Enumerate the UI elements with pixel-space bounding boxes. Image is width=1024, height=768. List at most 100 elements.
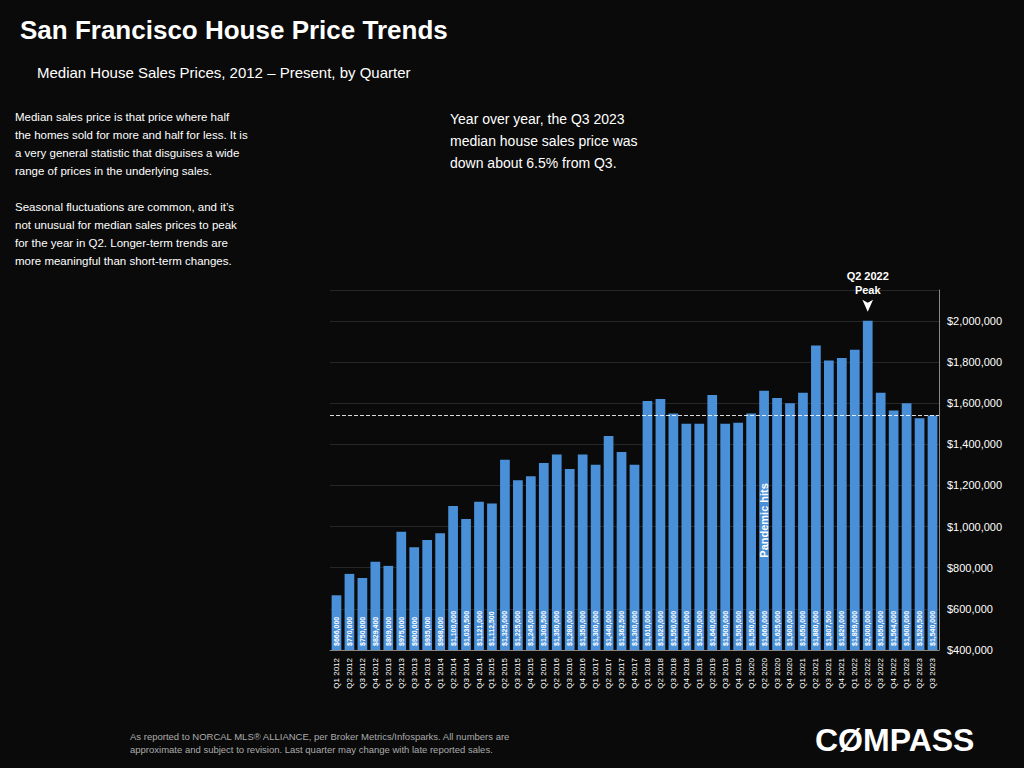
svg-text:$1,112,500: $1,112,500 bbox=[488, 611, 496, 646]
svg-text:$1,600,000: $1,600,000 bbox=[903, 611, 911, 646]
svg-text:$1,640,000: $1,640,000 bbox=[709, 611, 717, 646]
svg-text:Peak: Peak bbox=[855, 284, 882, 296]
svg-text:$935,000: $935,000 bbox=[424, 617, 432, 646]
svg-text:Q3 2016: Q3 2016 bbox=[565, 657, 574, 688]
svg-text:Q1 2015: Q1 2015 bbox=[487, 657, 496, 688]
svg-text:Q3 2019: Q3 2019 bbox=[721, 657, 730, 688]
svg-text:$1,300,000: $1,300,000 bbox=[631, 611, 639, 646]
svg-text:$1,350,000: $1,350,000 bbox=[579, 611, 587, 646]
svg-text:$1,859,000: $1,859,000 bbox=[851, 611, 859, 646]
svg-text:more meaningful than short-ter: more meaningful than short-term changes. bbox=[15, 255, 232, 267]
svg-text:$666,000: $666,000 bbox=[333, 617, 341, 646]
svg-text:Q3 2020: Q3 2020 bbox=[773, 657, 782, 688]
svg-text:$1,440,000: $1,440,000 bbox=[605, 611, 613, 646]
svg-text:Q1 2013: Q1 2013 bbox=[384, 657, 393, 688]
svg-text:range of prices in the underly: range of prices in the underlying sales. bbox=[15, 165, 212, 177]
svg-text:Q1 2020: Q1 2020 bbox=[747, 657, 756, 688]
svg-text:$600,000: $600,000 bbox=[947, 603, 993, 615]
svg-text:$1,600,000: $1,600,000 bbox=[786, 611, 794, 646]
svg-text:$1,225,000: $1,225,000 bbox=[514, 611, 522, 646]
svg-text:Q2 2023: Q2 2023 bbox=[915, 657, 924, 688]
svg-text:$2,000,000: $2,000,000 bbox=[864, 611, 872, 646]
svg-text:$1,600,000: $1,600,000 bbox=[947, 397, 1002, 409]
svg-text:Q4 2017: Q4 2017 bbox=[630, 657, 639, 688]
svg-text:down about 6.5% from Q3.: down about 6.5% from Q3. bbox=[450, 155, 617, 171]
svg-text:$1,121,000: $1,121,000 bbox=[476, 611, 484, 646]
svg-text:Q3 2017: Q3 2017 bbox=[617, 657, 626, 688]
svg-text:$1,362,500: $1,362,500 bbox=[618, 611, 626, 646]
svg-text:Q3 2012: Q3 2012 bbox=[358, 657, 367, 688]
svg-text:Q1 2023: Q1 2023 bbox=[902, 657, 911, 688]
svg-text:Q3 2021: Q3 2021 bbox=[824, 657, 833, 688]
svg-text:$1,000,000: $1,000,000 bbox=[947, 521, 1002, 533]
svg-text:$1,650,000: $1,650,000 bbox=[877, 611, 885, 646]
svg-text:$1,350,000: $1,350,000 bbox=[553, 611, 561, 646]
svg-text:Q4 2020: Q4 2020 bbox=[785, 657, 794, 688]
svg-text:Q4 2016: Q4 2016 bbox=[578, 657, 587, 688]
svg-text:Q4 2014: Q4 2014 bbox=[475, 657, 484, 688]
svg-text:the homes sold for more and ha: the homes sold for more and half for les… bbox=[15, 129, 248, 141]
svg-text:$1,650,000: $1,650,000 bbox=[799, 611, 807, 646]
svg-text:$1,540,000: $1,540,000 bbox=[929, 611, 937, 646]
svg-text:Q4 2018: Q4 2018 bbox=[682, 657, 691, 688]
svg-text:As reported to NORCAL MLS® ALL: As reported to NORCAL MLS® ALLIANCE, per… bbox=[130, 731, 509, 742]
svg-text:Q3 2015: Q3 2015 bbox=[513, 657, 522, 688]
svg-text:Q3 2014: Q3 2014 bbox=[462, 657, 471, 688]
svg-text:Q1 2019: Q1 2019 bbox=[695, 657, 704, 688]
svg-text:$1,526,500: $1,526,500 bbox=[916, 611, 924, 646]
svg-text:$1,500,000: $1,500,000 bbox=[696, 611, 704, 646]
svg-text:Q1 2018: Q1 2018 bbox=[643, 657, 652, 688]
svg-text:$1,820,000: $1,820,000 bbox=[838, 611, 846, 646]
svg-text:$1,800,000: $1,800,000 bbox=[947, 356, 1002, 368]
svg-text:$829,400: $829,400 bbox=[372, 617, 380, 646]
svg-text:$1,036,500: $1,036,500 bbox=[463, 611, 471, 646]
svg-text:$1,500,000: $1,500,000 bbox=[683, 611, 691, 646]
svg-text:Q3 2013: Q3 2013 bbox=[410, 657, 419, 688]
svg-text:$1,660,000: $1,660,000 bbox=[761, 611, 769, 646]
svg-text:Q2 2021: Q2 2021 bbox=[811, 657, 820, 688]
svg-text:$1,807,500: $1,807,500 bbox=[825, 611, 833, 646]
svg-text:$1,280,000: $1,280,000 bbox=[566, 611, 574, 646]
svg-text:Q4 2019: Q4 2019 bbox=[734, 657, 743, 688]
svg-text:for the year in Q2. Longer-ter: for the year in Q2. Longer-term trends a… bbox=[15, 237, 228, 249]
svg-text:Q2 2022: Q2 2022 bbox=[847, 270, 889, 282]
svg-text:$1,625,000: $1,625,000 bbox=[774, 611, 782, 646]
svg-text:$770,000: $770,000 bbox=[346, 617, 354, 646]
svg-text:not unusual for median sales p: not unusual for median sales prices to p… bbox=[15, 219, 237, 231]
svg-text:Q3 2023: Q3 2023 bbox=[928, 657, 937, 688]
svg-text:Q3 2018: Q3 2018 bbox=[669, 657, 678, 688]
svg-text:$1,245,000: $1,245,000 bbox=[527, 611, 535, 646]
svg-text:$400,000: $400,000 bbox=[947, 644, 993, 656]
svg-text:$750,000: $750,000 bbox=[359, 617, 367, 646]
svg-text:$1,500,000: $1,500,000 bbox=[722, 611, 730, 646]
svg-text:Q1 2012: Q1 2012 bbox=[332, 657, 341, 688]
svg-text:$975,000: $975,000 bbox=[398, 617, 406, 646]
svg-text:a very general statistic that: a very general statistic that disguises … bbox=[15, 147, 239, 159]
svg-text:Median House Sales Prices, 201: Median House Sales Prices, 2012 – Presen… bbox=[37, 64, 411, 81]
svg-text:Q2 2013: Q2 2013 bbox=[397, 657, 406, 688]
svg-text:San Francisco House Price Tren: San Francisco House Price Trends bbox=[20, 15, 448, 45]
svg-text:Q2 2020: Q2 2020 bbox=[760, 657, 769, 688]
svg-text:$1,550,000: $1,550,000 bbox=[748, 611, 756, 646]
svg-text:$1,400,000: $1,400,000 bbox=[947, 438, 1002, 450]
svg-text:$968,000: $968,000 bbox=[437, 617, 445, 646]
svg-text:$1,200,000: $1,200,000 bbox=[947, 479, 1002, 491]
svg-text:Q2 2016: Q2 2016 bbox=[552, 657, 561, 688]
svg-text:Q1 2014: Q1 2014 bbox=[436, 657, 445, 688]
svg-text:$1,610,000: $1,610,000 bbox=[644, 611, 652, 646]
svg-text:Q2 2015: Q2 2015 bbox=[500, 657, 509, 688]
svg-text:$800,000: $800,000 bbox=[947, 562, 993, 574]
svg-text:Pandemic hits: Pandemic hits bbox=[758, 483, 770, 558]
svg-text:Year over year, the Q3 2023: Year over year, the Q3 2023 bbox=[450, 111, 625, 127]
svg-text:$1,308,500: $1,308,500 bbox=[540, 611, 548, 646]
svg-text:$2,000,000: $2,000,000 bbox=[947, 315, 1002, 327]
svg-text:Q4 2015: Q4 2015 bbox=[526, 657, 535, 688]
svg-text:Q1 2021: Q1 2021 bbox=[798, 657, 807, 688]
svg-text:Q2 2014: Q2 2014 bbox=[449, 657, 458, 688]
svg-text:$900,000: $900,000 bbox=[411, 617, 419, 646]
svg-text:$1,505,000: $1,505,000 bbox=[735, 611, 743, 646]
svg-text:CØMPASS: CØMPASS bbox=[815, 722, 974, 758]
svg-text:$1,100,000: $1,100,000 bbox=[450, 611, 458, 646]
svg-text:Q2 2018: Q2 2018 bbox=[656, 657, 665, 688]
svg-text:$1,880,000: $1,880,000 bbox=[812, 611, 820, 646]
